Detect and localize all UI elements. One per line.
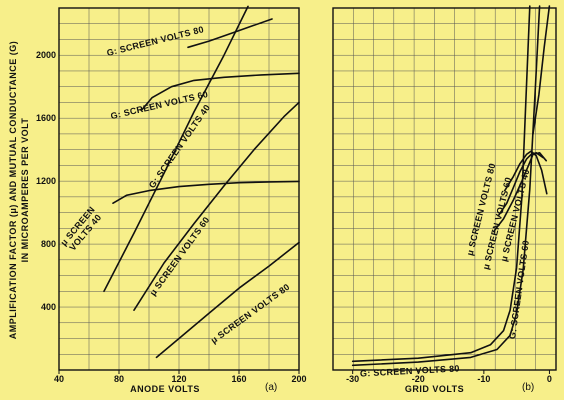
y-axis-label-line2: IN MICROAMPERES PER VOLT	[20, 118, 30, 263]
panel-b-series-line	[504, 150, 548, 195]
panel-a-y-tick-label: 2000	[36, 50, 56, 60]
panel-a-x-tick-label: 40	[54, 374, 64, 384]
panel-a-x-tick-label: 200	[291, 374, 306, 384]
panel-b-series-line	[492, 152, 547, 233]
panel-a-x-axis-label: ANODE VOLTS	[130, 384, 200, 394]
panel-b-frame	[332, 7, 557, 371]
panel-a-series-line	[103, 5, 249, 293]
panel-b-tag: (b)	[522, 382, 534, 393]
panel-b-x-tick-label: -10	[477, 374, 490, 384]
panel-a-x-tick-label: 80	[114, 374, 124, 384]
panel-a-y-tick-label: 800	[41, 239, 56, 249]
panel-a-series-line	[187, 18, 273, 49]
panel-a-series-line	[140, 72, 300, 112]
panel-a-series-line	[133, 101, 300, 311]
panel-a-tag: (a)	[265, 382, 277, 393]
panel-a-series-line	[112, 180, 300, 204]
panel-b-grid	[333, 8, 556, 370]
panel-b-x-tick-label: 0	[547, 374, 552, 384]
panel-b-series-line	[351, 5, 531, 363]
panel-a-series-line	[155, 241, 300, 359]
panel-b-series-line	[351, 5, 541, 367]
panel-a-y-tick-label: 400	[41, 302, 56, 312]
panel-a-x-tick-label: 160	[231, 374, 246, 384]
panel-a-y-tick-label: 1200	[36, 176, 56, 186]
panel-b-series-line	[532, 5, 551, 135]
panel-b-x-tick-label: -30	[346, 374, 359, 384]
panel-b-x-axis-label: GRID VOLTS	[405, 384, 464, 394]
panel-b-x-tick-label: -20	[412, 374, 425, 384]
panel-a-y-tick-label: 1600	[36, 113, 56, 123]
y-axis-label-line1: AMPLIFICATION FACTOR (μ) AND MUTUAL COND…	[8, 41, 18, 339]
panel-a-x-tick-label: 120	[171, 374, 186, 384]
